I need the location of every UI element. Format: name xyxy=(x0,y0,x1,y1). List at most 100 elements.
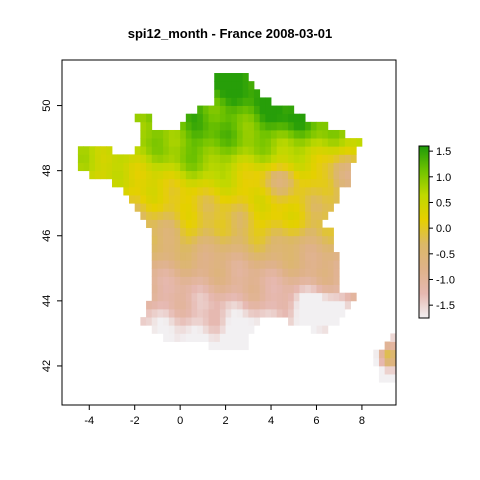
raster-cell xyxy=(384,365,391,375)
raster-cell xyxy=(106,170,113,180)
raster-cell xyxy=(214,292,221,302)
raster-cell xyxy=(208,341,215,351)
y-tick-label: 44 xyxy=(41,295,53,307)
raster-cell xyxy=(327,178,334,188)
raster-cell xyxy=(236,268,244,277)
raster-cell xyxy=(151,178,158,188)
raster-cell xyxy=(236,341,244,351)
raster-cell xyxy=(253,211,261,220)
raster-cell xyxy=(305,276,312,285)
raster-cell xyxy=(253,235,261,245)
raster-cell xyxy=(327,154,334,163)
raster-cell xyxy=(225,308,232,318)
raster-cell xyxy=(174,219,181,229)
raster-cell xyxy=(305,195,312,204)
raster-cell xyxy=(134,186,141,196)
raster-cell xyxy=(333,195,340,204)
raster-cell xyxy=(236,162,244,172)
raster-cell xyxy=(174,235,181,245)
raster-cell xyxy=(129,154,136,163)
raster-cell xyxy=(231,276,238,285)
raster-cell xyxy=(123,186,130,196)
raster-cell xyxy=(322,243,329,253)
raster-cell xyxy=(242,252,249,261)
raster-cell xyxy=(146,308,153,318)
raster-cell xyxy=(373,349,380,359)
raster-cell xyxy=(231,260,238,269)
raster-cell xyxy=(219,292,226,302)
raster-cell xyxy=(316,138,323,147)
raster-cell xyxy=(191,317,198,326)
raster-cell xyxy=(208,292,215,302)
raster-cell xyxy=(191,260,198,269)
raster-cell xyxy=(242,97,249,106)
raster-cell xyxy=(322,170,329,180)
raster-cell xyxy=(208,276,215,285)
raster-cell xyxy=(151,227,158,237)
raster-cell xyxy=(89,146,96,155)
raster-cell xyxy=(225,317,232,326)
raster-cell xyxy=(197,105,204,115)
raster-cell xyxy=(384,357,391,367)
raster-cell xyxy=(316,178,323,188)
raster-cell xyxy=(174,195,181,204)
raster-cell xyxy=(191,235,198,245)
raster-cell xyxy=(310,154,317,163)
raster-cell xyxy=(288,113,295,123)
raster-cell xyxy=(253,219,261,229)
raster-cell xyxy=(191,211,198,220)
raster-cell xyxy=(191,178,198,188)
raster-cell xyxy=(253,154,261,163)
raster-cell xyxy=(168,300,175,310)
y-axis: 42 44 46 48 50 xyxy=(41,99,62,372)
raster-cell xyxy=(214,81,221,90)
raster-cell xyxy=(242,260,249,269)
raster-cell xyxy=(185,146,192,155)
raster-cell xyxy=(299,235,306,245)
raster-cell xyxy=(236,333,244,342)
raster-cell xyxy=(265,243,272,253)
raster-cell xyxy=(163,292,170,302)
raster-cell xyxy=(100,146,107,155)
raster-cell xyxy=(151,211,158,220)
raster-cell xyxy=(168,129,175,139)
raster-cell xyxy=(174,154,181,163)
raster-cell xyxy=(191,308,198,318)
raster-cell xyxy=(225,243,232,253)
raster-cell xyxy=(333,308,340,318)
raster-cell xyxy=(231,284,238,294)
raster-cell xyxy=(180,317,187,326)
raster-cell xyxy=(253,268,261,277)
raster-cell xyxy=(140,203,147,212)
raster-cell xyxy=(151,284,158,294)
raster-cell xyxy=(168,178,175,188)
raster-cell xyxy=(180,178,187,188)
raster-cell xyxy=(231,129,238,139)
raster-cell xyxy=(384,374,391,383)
raster-cell xyxy=(259,113,266,123)
raster-cell xyxy=(236,73,244,82)
raster-cell xyxy=(146,121,153,131)
raster-cell xyxy=(310,146,317,155)
raster-cell xyxy=(384,341,391,351)
raster-cell xyxy=(163,252,170,261)
raster-cell xyxy=(163,138,170,147)
raster-cell xyxy=(248,195,255,204)
raster-cell xyxy=(219,129,226,139)
raster-cell xyxy=(253,227,261,237)
raster-cell xyxy=(299,260,306,269)
raster-cell xyxy=(236,300,244,310)
raster-cell xyxy=(333,276,340,285)
raster-cell xyxy=(253,276,261,285)
raster-cell xyxy=(282,260,289,269)
raster-cell xyxy=(146,146,153,155)
raster-cell xyxy=(168,170,175,180)
raster-cell xyxy=(271,284,278,294)
raster-cell xyxy=(242,211,249,220)
raster-cell xyxy=(293,211,300,220)
raster-cell xyxy=(208,186,215,196)
raster-cell xyxy=(163,317,170,326)
raster-cell xyxy=(282,252,289,261)
raster-cell xyxy=(242,268,249,277)
raster-cell xyxy=(197,121,204,131)
